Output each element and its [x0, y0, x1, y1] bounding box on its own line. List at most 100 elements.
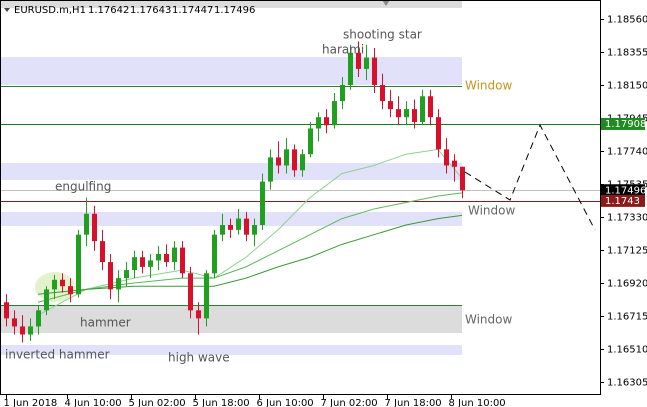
plot-frame: [0, 0, 601, 395]
price-marker-label: 1.1743: [605, 196, 640, 207]
annotation: Window: [465, 313, 513, 327]
ohlc-value: 1.17447: [172, 5, 213, 16]
candle-body: [20, 326, 25, 335]
candle-body: [60, 279, 65, 287]
candle-body: [324, 117, 329, 126]
candle-body: [452, 160, 457, 167]
y-tick-label: 1.18355: [607, 48, 647, 59]
candle-body: [444, 149, 449, 166]
y-tick-label: 1.16715: [607, 312, 647, 323]
candle-body: [148, 260, 153, 267]
candle-body: [36, 310, 41, 327]
candle-body: [76, 234, 81, 295]
x-tick-label: 7 Jun 02:00: [321, 398, 378, 407]
candle-body: [308, 128, 313, 155]
candle-body: [52, 279, 57, 290]
x-tick-label: 8 Jun 10:00: [449, 398, 506, 407]
candle-body: [260, 181, 265, 226]
candle-body: [156, 253, 161, 261]
y-tick-label: 1.17740: [607, 147, 647, 158]
price-marker-label: 1.17908: [605, 119, 646, 130]
candle-body: [180, 247, 185, 274]
candle-body: [132, 257, 137, 271]
y-tick-label: 1.18150: [607, 81, 647, 92]
candle-body: [44, 289, 49, 311]
candle-body: [236, 218, 241, 230]
price-marker-label: 1.17496: [605, 185, 646, 196]
price-marker-box: [601, 184, 645, 197]
annotation: hammer: [80, 316, 131, 330]
candle-body: [116, 278, 121, 290]
zone: [0, 163, 462, 180]
candle-body: [340, 84, 345, 102]
symbol-icon: [4, 8, 10, 12]
candle-body: [204, 273, 209, 319]
annotation: harami: [322, 43, 364, 57]
candle-body: [244, 218, 249, 235]
candle-body: [364, 57, 369, 69]
candle-body: [84, 213, 89, 235]
candle-body: [372, 57, 377, 85]
candle-body: [252, 225, 257, 235]
candle-body: [428, 96, 433, 118]
candle-body: [28, 326, 33, 335]
candle-body: [348, 52, 353, 85]
candle-body: [356, 52, 361, 69]
candle-body: [68, 286, 73, 295]
y-tick-label: 1.16305: [607, 378, 647, 389]
candles: [4, 41, 465, 343]
candle-body: [228, 225, 233, 230]
candle-body: [4, 302, 9, 319]
candle-body: [436, 117, 441, 150]
y-tick-label: 1.18560: [607, 15, 647, 26]
y-tick-label: 1.17330: [607, 213, 647, 224]
x-tick-label: 7 Jun 18:00: [385, 398, 442, 407]
zones: [0, 0, 462, 355]
moving-average: [37, 192, 463, 303]
candle-body: [420, 96, 425, 123]
candle-body: [412, 109, 417, 123]
zone: [0, 56, 462, 85]
price-marker-box: [601, 117, 645, 130]
annotation: high wave: [168, 351, 230, 365]
candle-body: [396, 109, 401, 118]
header: EURUSD.m,H1 1.17642 1.17643 1.17447 1.17496: [4, 5, 255, 16]
ohlc-value: 1.17496: [214, 5, 255, 16]
price-marker-box: [601, 194, 645, 207]
candle-body: [404, 109, 409, 118]
candle-body: [92, 213, 97, 242]
candle-body: [332, 101, 337, 126]
x-tick-label: 4 Jun 10:00: [65, 398, 122, 407]
zone: [0, 344, 462, 355]
x-tick-label: 5 Jun 18:00: [193, 398, 250, 407]
candle-body: [284, 149, 289, 166]
axes: 1.185601.183551.181501.179451.177401.175…: [4, 15, 647, 407]
candle-body: [172, 247, 177, 263]
y-tick-label: 1.17125: [607, 246, 647, 257]
x-tick-label: 1 Jun 2018: [4, 398, 58, 407]
candle-body: [212, 234, 217, 274]
scroll-marker: [382, 0, 390, 6]
candle-body: [268, 157, 273, 182]
candle-body: [196, 310, 201, 319]
candle-body: [164, 253, 169, 263]
candle-body: [140, 257, 145, 267]
candle-body: [100, 241, 105, 263]
moving-average: [37, 214, 463, 295]
candle-body: [124, 270, 129, 279]
annotation: Window: [468, 204, 516, 218]
top-band: [0, 0, 462, 8]
candle-body: [316, 117, 321, 129]
annotation: inverted hammer: [5, 348, 110, 362]
ohlc-value: 1.17643: [130, 5, 171, 16]
candle-body: [460, 166, 465, 191]
y-tick-label: 1.16510: [607, 345, 647, 356]
y-tick-label: 1.16920: [607, 279, 647, 290]
annotation: engulfing: [55, 180, 111, 194]
ohlc-value: 1.17642: [88, 5, 129, 16]
candle-body: [276, 157, 281, 166]
projection-path: [464, 123, 596, 231]
symbol: EURUSD.m,H1: [14, 5, 86, 16]
